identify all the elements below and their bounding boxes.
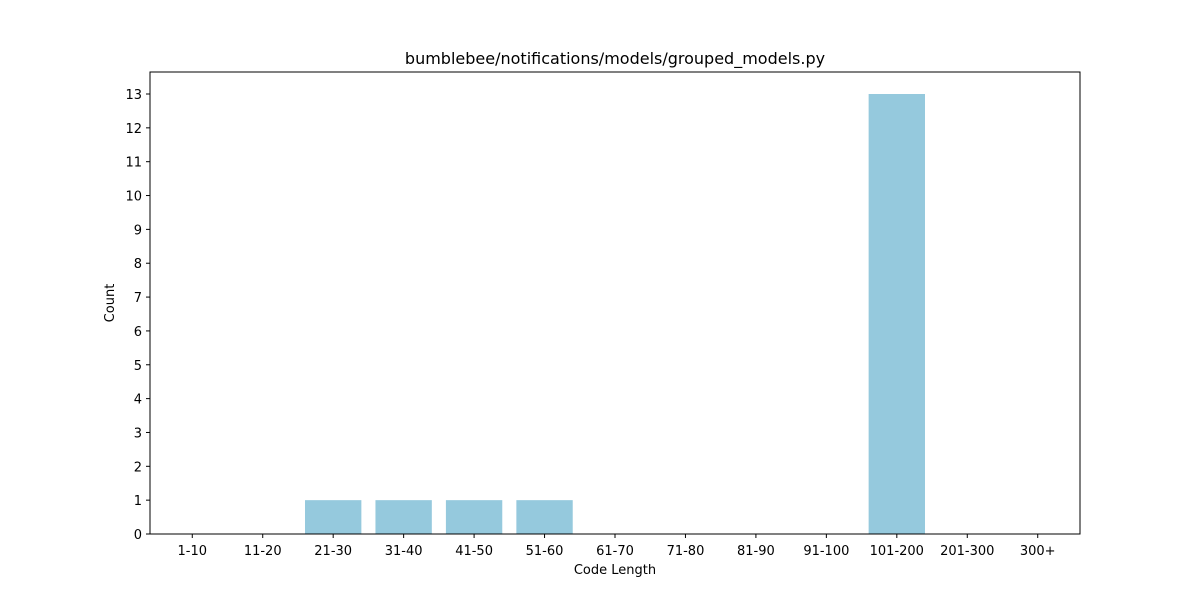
- bar-21-30: [305, 500, 361, 534]
- x-tick-label: 61-70: [596, 544, 634, 559]
- x-tick-label: 41-50: [455, 544, 493, 559]
- y-tick-label: 5: [134, 359, 142, 374]
- x-tick-label: 81-90: [737, 544, 775, 559]
- bar-51-60: [516, 500, 572, 534]
- x-tick-label: 51-60: [526, 544, 564, 559]
- x-tick-label: 31-40: [385, 544, 423, 559]
- y-tick-label: 7: [134, 291, 142, 306]
- y-tick-label: 10: [125, 190, 142, 205]
- y-tick-label: 4: [134, 393, 142, 408]
- x-tick-label: 101-200: [870, 544, 924, 559]
- x-tick-label: 21-30: [314, 544, 352, 559]
- chart-title: bumblebee/notifications/models/grouped_m…: [405, 49, 825, 69]
- x-tick-label: 201-300: [940, 544, 994, 559]
- x-tick-label: 1-10: [178, 544, 208, 559]
- x-tick-label: 300+: [1020, 544, 1056, 559]
- bars-layer: [305, 94, 925, 534]
- y-tick-label: 1: [134, 494, 142, 509]
- y-tick-label: 6: [134, 325, 142, 340]
- x-axis-title: Code Length: [574, 563, 656, 578]
- x-tick-label: 11-20: [244, 544, 282, 559]
- bar-101-200: [869, 94, 925, 534]
- y-tick-label: 13: [125, 88, 142, 103]
- y-tick-label: 9: [134, 223, 142, 238]
- y-tick-label: 0: [134, 528, 142, 543]
- x-tick-label: 71-80: [667, 544, 705, 559]
- bar-31-40: [375, 500, 431, 534]
- y-tick-label: 3: [134, 426, 142, 441]
- y-tick-label: 11: [125, 156, 142, 171]
- x-axis: 1-10 11-20 21-30 31-40 41-50 51-60 61-70 71-80 8…: [178, 534, 1056, 559]
- y-axis-title: Count: [103, 284, 118, 323]
- bar-41-50: [446, 500, 502, 534]
- x-tick-label: 91-100: [803, 544, 849, 559]
- plot-frame: [150, 72, 1080, 534]
- y-tick-label: 12: [125, 122, 142, 137]
- y-tick-label: 8: [134, 257, 142, 272]
- y-tick-label: 2: [134, 460, 142, 475]
